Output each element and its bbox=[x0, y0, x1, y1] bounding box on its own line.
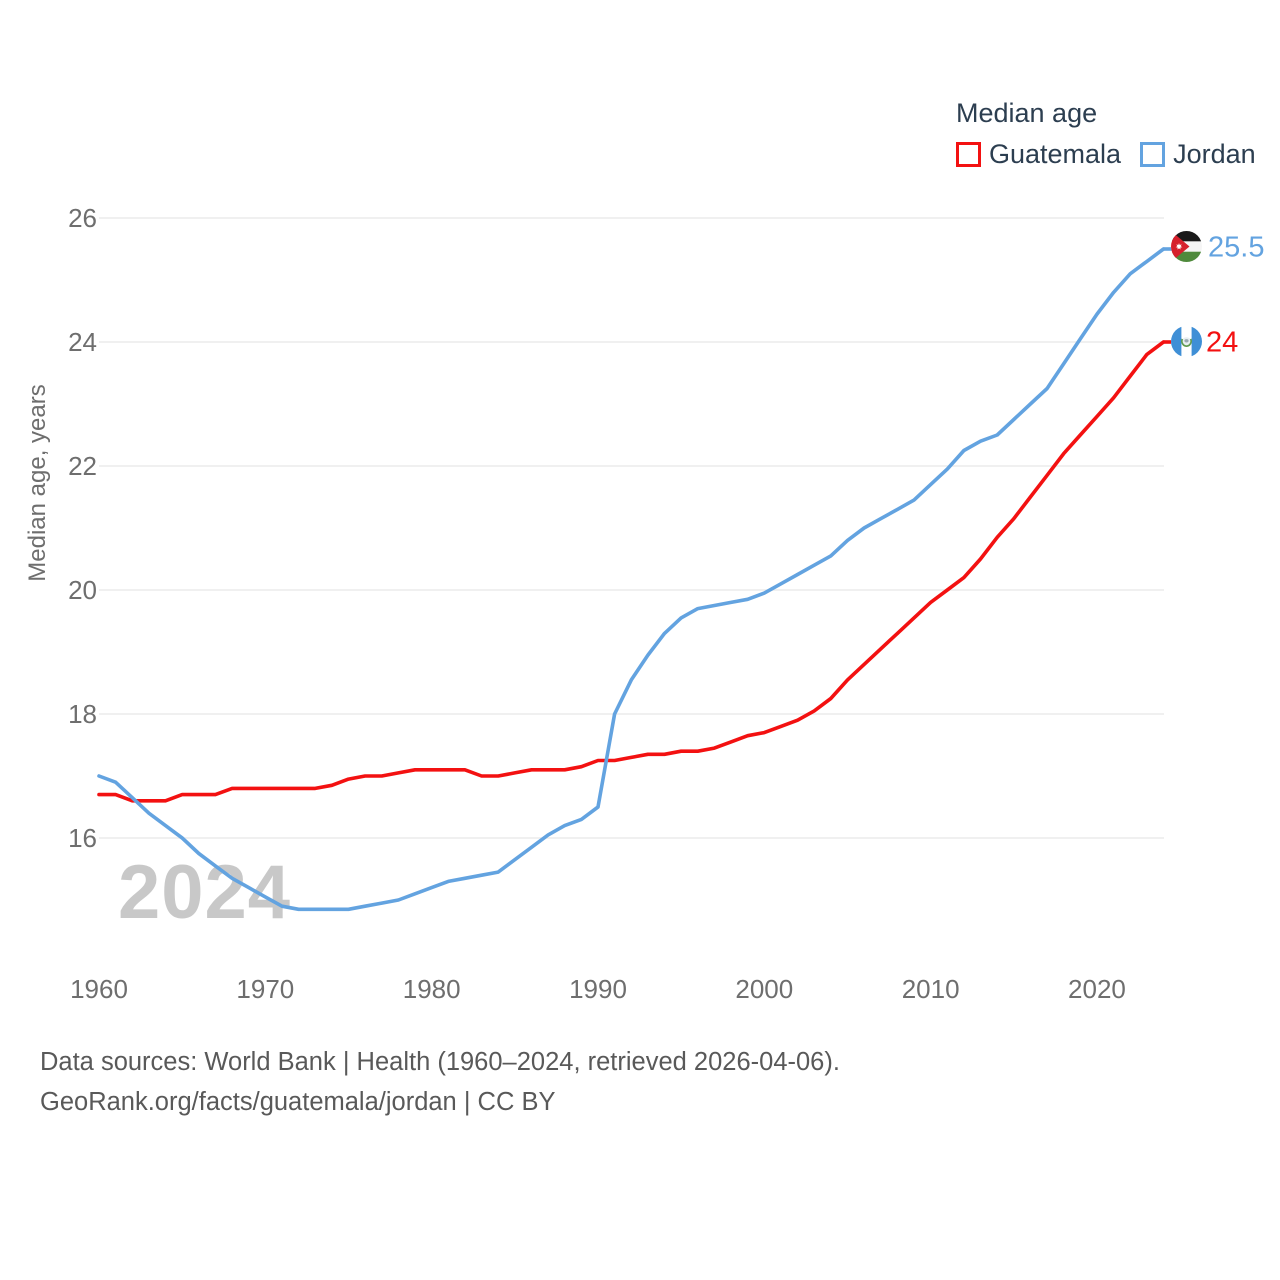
y-axis-title: Median age, years bbox=[24, 384, 51, 581]
legend-swatch-jordan bbox=[1140, 142, 1166, 167]
jordan-end-value-label: 25.5 bbox=[1208, 232, 1264, 264]
y-axis-tick-labels: 16 18 20 22 24 26 bbox=[68, 203, 97, 853]
footer-attribution: GeoRank.org/facts/guatemala/jordan | CC … bbox=[40, 1088, 556, 1116]
x-axis-tick-labels: 1960 1970 1980 1990 2000 2010 2020 bbox=[70, 974, 1126, 1004]
y-tick-26: 26 bbox=[68, 203, 97, 233]
x-tick-1990: 1990 bbox=[569, 974, 627, 1004]
footer: Data sources: World Bank | Health (1960–… bbox=[40, 1042, 840, 1122]
legend-swatch-guatemala bbox=[956, 142, 981, 167]
gridlines bbox=[99, 217, 1164, 839]
legend-item-jordan[interactable]: Jordan bbox=[1140, 139, 1256, 169]
jordan-flag-icon bbox=[1171, 231, 1202, 262]
legend: Median age Guatemala Jordan bbox=[956, 98, 1256, 169]
legend-label-guatemala: Guatemala bbox=[989, 139, 1122, 169]
y-tick-20: 20 bbox=[68, 575, 97, 605]
footer-data-sources: Data sources: World Bank | Health (1960–… bbox=[40, 1048, 840, 1076]
guatemala-flag-icon bbox=[1171, 326, 1202, 357]
y-tick-18: 18 bbox=[68, 699, 97, 729]
y-tick-22: 22 bbox=[68, 451, 97, 481]
series-lines bbox=[97, 247, 1173, 912]
watermark-year: 2024 bbox=[118, 850, 291, 935]
legend-label-jordan: Jordan bbox=[1173, 139, 1256, 169]
legend-row: Guatemala Jordan bbox=[956, 139, 1256, 169]
x-tick-2000: 2000 bbox=[735, 974, 793, 1004]
line-jordan bbox=[97, 247, 1166, 912]
x-tick-1980: 1980 bbox=[403, 974, 461, 1004]
y-tick-16: 16 bbox=[68, 823, 97, 853]
legend-item-guatemala[interactable]: Guatemala bbox=[956, 139, 1122, 169]
x-tick-2010: 2010 bbox=[902, 974, 960, 1004]
x-tick-1960: 1960 bbox=[70, 974, 128, 1004]
legend-title: Median age bbox=[956, 98, 1098, 128]
median-age-chart: 16 18 20 22 24 26 1960 1970 1980 1990 2000 2010 202… bbox=[24, 203, 1264, 1004]
x-tick-2020: 2020 bbox=[1068, 974, 1126, 1004]
y-tick-24: 24 bbox=[68, 327, 97, 357]
x-tick-1970: 1970 bbox=[236, 974, 294, 1004]
line-guatemala bbox=[97, 340, 1166, 803]
guatemala-end-value-label: 24 bbox=[1206, 327, 1238, 359]
